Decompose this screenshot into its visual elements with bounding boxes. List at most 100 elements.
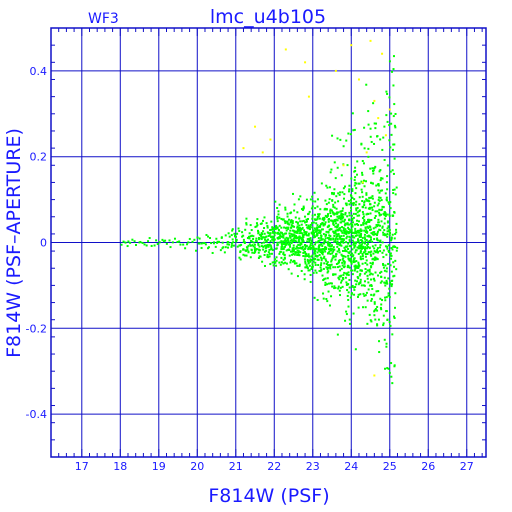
data-point [307, 232, 310, 235]
data-point [386, 282, 389, 285]
data-point [253, 246, 256, 249]
data-point [351, 284, 354, 287]
data-point [342, 234, 345, 237]
data-point [352, 212, 355, 215]
data-point [377, 274, 380, 277]
data-point [297, 240, 300, 243]
data-point [387, 262, 390, 265]
data-point [360, 247, 363, 250]
data-point [370, 254, 373, 257]
data-point [319, 234, 322, 237]
data-point [351, 188, 354, 191]
data-point [313, 191, 316, 194]
data-point [351, 202, 354, 205]
data-point [342, 227, 345, 230]
data-point [332, 230, 335, 233]
data-point [260, 235, 263, 238]
data-point [275, 259, 278, 262]
data-point [308, 259, 311, 262]
data-point [150, 244, 153, 247]
data-point [319, 208, 322, 211]
data-point [361, 239, 364, 242]
data-point [317, 263, 320, 266]
data-point [301, 241, 304, 244]
data-point [373, 301, 376, 304]
data-point [269, 228, 272, 231]
data-point [276, 241, 279, 244]
data-point [340, 240, 343, 243]
data-point [306, 254, 309, 257]
data-point [382, 249, 385, 252]
data-point [274, 225, 277, 228]
data-point [388, 321, 391, 324]
data-point [363, 280, 366, 283]
data-point [310, 207, 313, 210]
data-point [333, 287, 336, 290]
data-point [327, 264, 330, 267]
data-point [232, 241, 235, 244]
data-point [373, 201, 376, 204]
data-point [360, 284, 363, 287]
data-point [360, 224, 363, 227]
data-point [344, 222, 347, 225]
data-point [334, 225, 337, 228]
data-point [267, 234, 270, 237]
data-point [354, 348, 357, 351]
data-point [271, 261, 274, 264]
data-point [339, 218, 342, 221]
data-point [259, 255, 262, 258]
data-point [354, 242, 357, 245]
data-point [392, 55, 395, 58]
data-point [362, 284, 365, 287]
data-point [327, 241, 330, 244]
data-point [267, 238, 270, 241]
data-point [319, 248, 322, 251]
data-point [346, 222, 349, 225]
data-point [299, 236, 302, 239]
data-point [282, 251, 285, 254]
data-point [295, 220, 298, 223]
data-point [350, 223, 353, 226]
data-point [376, 210, 379, 213]
data-point [313, 251, 316, 254]
data-point [388, 234, 391, 237]
data-point [255, 222, 258, 225]
data-point [392, 214, 395, 217]
data-point [295, 245, 298, 248]
data-point [351, 273, 354, 276]
data-point [363, 229, 366, 232]
data-point [279, 235, 282, 238]
data-point [263, 244, 266, 247]
data-point [391, 248, 394, 251]
data-point [332, 254, 335, 257]
data-point [260, 232, 263, 235]
data-point [262, 230, 265, 233]
data-point [339, 229, 342, 232]
data-point [155, 239, 158, 242]
data-point [315, 247, 318, 250]
data-point [266, 255, 269, 258]
data-point [355, 209, 358, 212]
data-point [267, 232, 270, 235]
data-point [280, 261, 283, 264]
data-point [367, 288, 370, 291]
data-point [285, 229, 288, 232]
data-point [392, 275, 395, 278]
data-point [321, 244, 324, 247]
data-point [283, 239, 286, 242]
x-tick-label: 17 [75, 460, 89, 473]
data-point [341, 285, 344, 288]
data-point [351, 252, 354, 255]
data-point [314, 243, 317, 246]
data-point [319, 230, 322, 233]
data-point [376, 135, 379, 138]
data-point [364, 268, 367, 271]
data-point [292, 239, 295, 242]
data-point [338, 215, 341, 218]
data-point [368, 269, 371, 272]
data-point [359, 255, 362, 258]
data-point [367, 251, 370, 254]
data-point [269, 263, 272, 266]
data-point [298, 254, 301, 257]
